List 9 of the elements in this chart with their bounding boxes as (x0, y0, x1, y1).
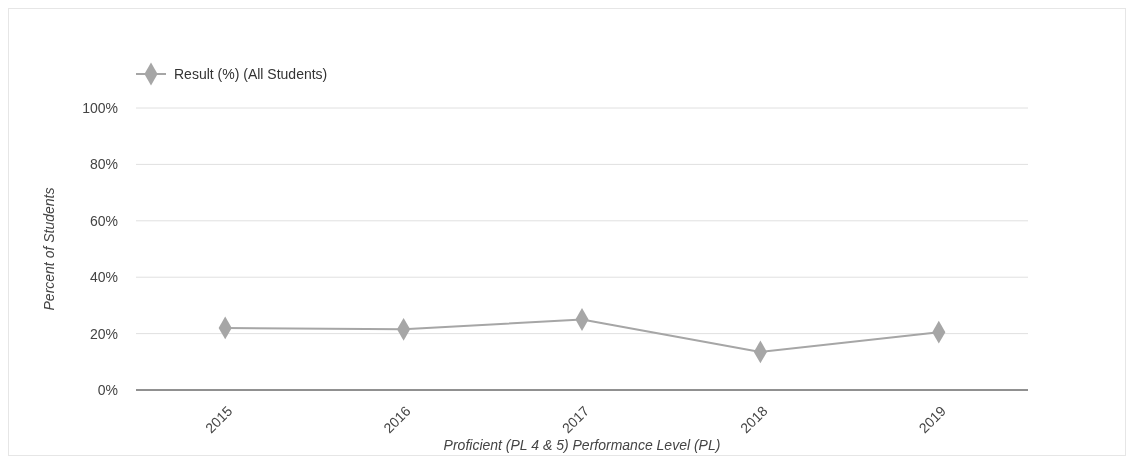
y-tick-label: 40% (89, 269, 118, 286)
y-tick-label: 80% (89, 156, 118, 173)
x-axis-title: Proficient (PL 4 & 5) Performance Level (PL) (443, 437, 721, 453)
legend-label: Result (%) (All Students) (174, 65, 328, 82)
y-axis-title: Percent of Students (41, 187, 57, 311)
y-tick-label: 20% (89, 325, 118, 342)
y-tick-label: 0% (97, 381, 118, 398)
y-tick-label: 100% (82, 99, 118, 116)
y-tick-label: 60% (89, 212, 118, 229)
